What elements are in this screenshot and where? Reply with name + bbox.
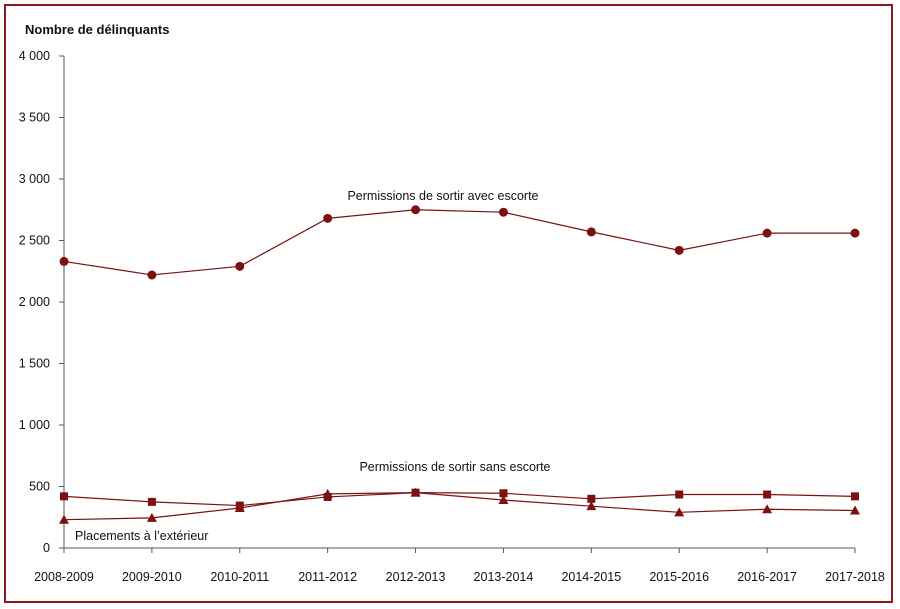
series-1 xyxy=(59,205,860,280)
series-label-sans-escorte: Permissions de sortir sans escorte xyxy=(359,460,550,474)
series-line xyxy=(63,209,855,276)
data-point-circle xyxy=(762,228,772,238)
data-point-square xyxy=(587,494,596,503)
data-point-circle xyxy=(59,256,69,266)
x-tick-label: 2009-2010 xyxy=(122,570,182,584)
series-layer xyxy=(59,205,860,524)
y-tick-label: 0 xyxy=(43,541,50,555)
data-point-triangle xyxy=(410,487,421,497)
y-tick-label: 500 xyxy=(29,480,50,494)
data-point-triangle xyxy=(146,512,157,522)
data-point-triangle xyxy=(674,507,685,517)
data-point-circle xyxy=(498,207,508,217)
data-point-circle xyxy=(147,270,157,280)
x-tick-label: 2015-2016 xyxy=(649,570,709,584)
y-tick-label: 2 500 xyxy=(19,234,50,248)
data-point-circle xyxy=(323,213,333,223)
x-tick-label: 2011-2012 xyxy=(298,570,357,584)
y-tick-label: 4 000 xyxy=(19,49,50,63)
data-point-circle xyxy=(674,245,684,255)
y-tick-label: 3 500 xyxy=(19,111,50,125)
x-tick-label: 2013-2014 xyxy=(474,570,534,584)
x-tick-label: 2008-2009 xyxy=(34,570,94,584)
x-tick-label: 2010-2011 xyxy=(210,570,269,584)
data-point-square xyxy=(851,492,859,501)
axes xyxy=(63,56,855,549)
data-point-square xyxy=(60,492,68,501)
x-ticks: 2008-2009 2009-2010 2010-2011 2011-2012 2012… xyxy=(34,548,885,584)
y-tick-label: 2 000 xyxy=(19,295,50,309)
series-line xyxy=(63,492,856,507)
y-ticks: 0 500 1 000 1 500 2 000 2 500 3 000 3 500 4 000 xyxy=(19,49,64,555)
data-point-triangle xyxy=(586,501,597,511)
data-point-triangle xyxy=(850,505,860,515)
data-point-circle xyxy=(586,227,596,237)
data-point-square xyxy=(763,490,772,499)
data-point-triangle xyxy=(59,514,69,524)
data-point-circle xyxy=(850,228,860,238)
data-point-square xyxy=(499,489,508,498)
x-tick-label: 2014-2015 xyxy=(561,570,621,584)
data-point-triangle xyxy=(762,504,773,514)
data-point-circle xyxy=(235,261,245,271)
series-label-avec-escorte: Permissions de sortir avec escorte xyxy=(347,189,538,203)
data-point-square xyxy=(147,497,156,506)
data-point-circle xyxy=(411,205,421,215)
series-3 xyxy=(59,487,860,524)
data-point-triangle xyxy=(498,495,509,505)
x-tick-label: 2012-2013 xyxy=(386,570,446,584)
y-tick-label: 3 000 xyxy=(19,172,50,186)
data-point-square xyxy=(675,490,684,499)
y-axis-title: Nombre de délinquants xyxy=(25,22,169,37)
series-line xyxy=(63,492,856,521)
y-tick-label: 1 000 xyxy=(19,418,50,432)
series-2 xyxy=(60,488,859,510)
x-tick-label: 2016-2017 xyxy=(737,570,797,584)
data-point-triangle xyxy=(234,503,245,513)
y-tick-label: 1 500 xyxy=(19,357,50,371)
series-label-placements: Placements à l’extérieur xyxy=(75,529,208,543)
data-point-triangle xyxy=(322,488,333,498)
x-tick-label: 2017-2018 xyxy=(825,570,885,584)
